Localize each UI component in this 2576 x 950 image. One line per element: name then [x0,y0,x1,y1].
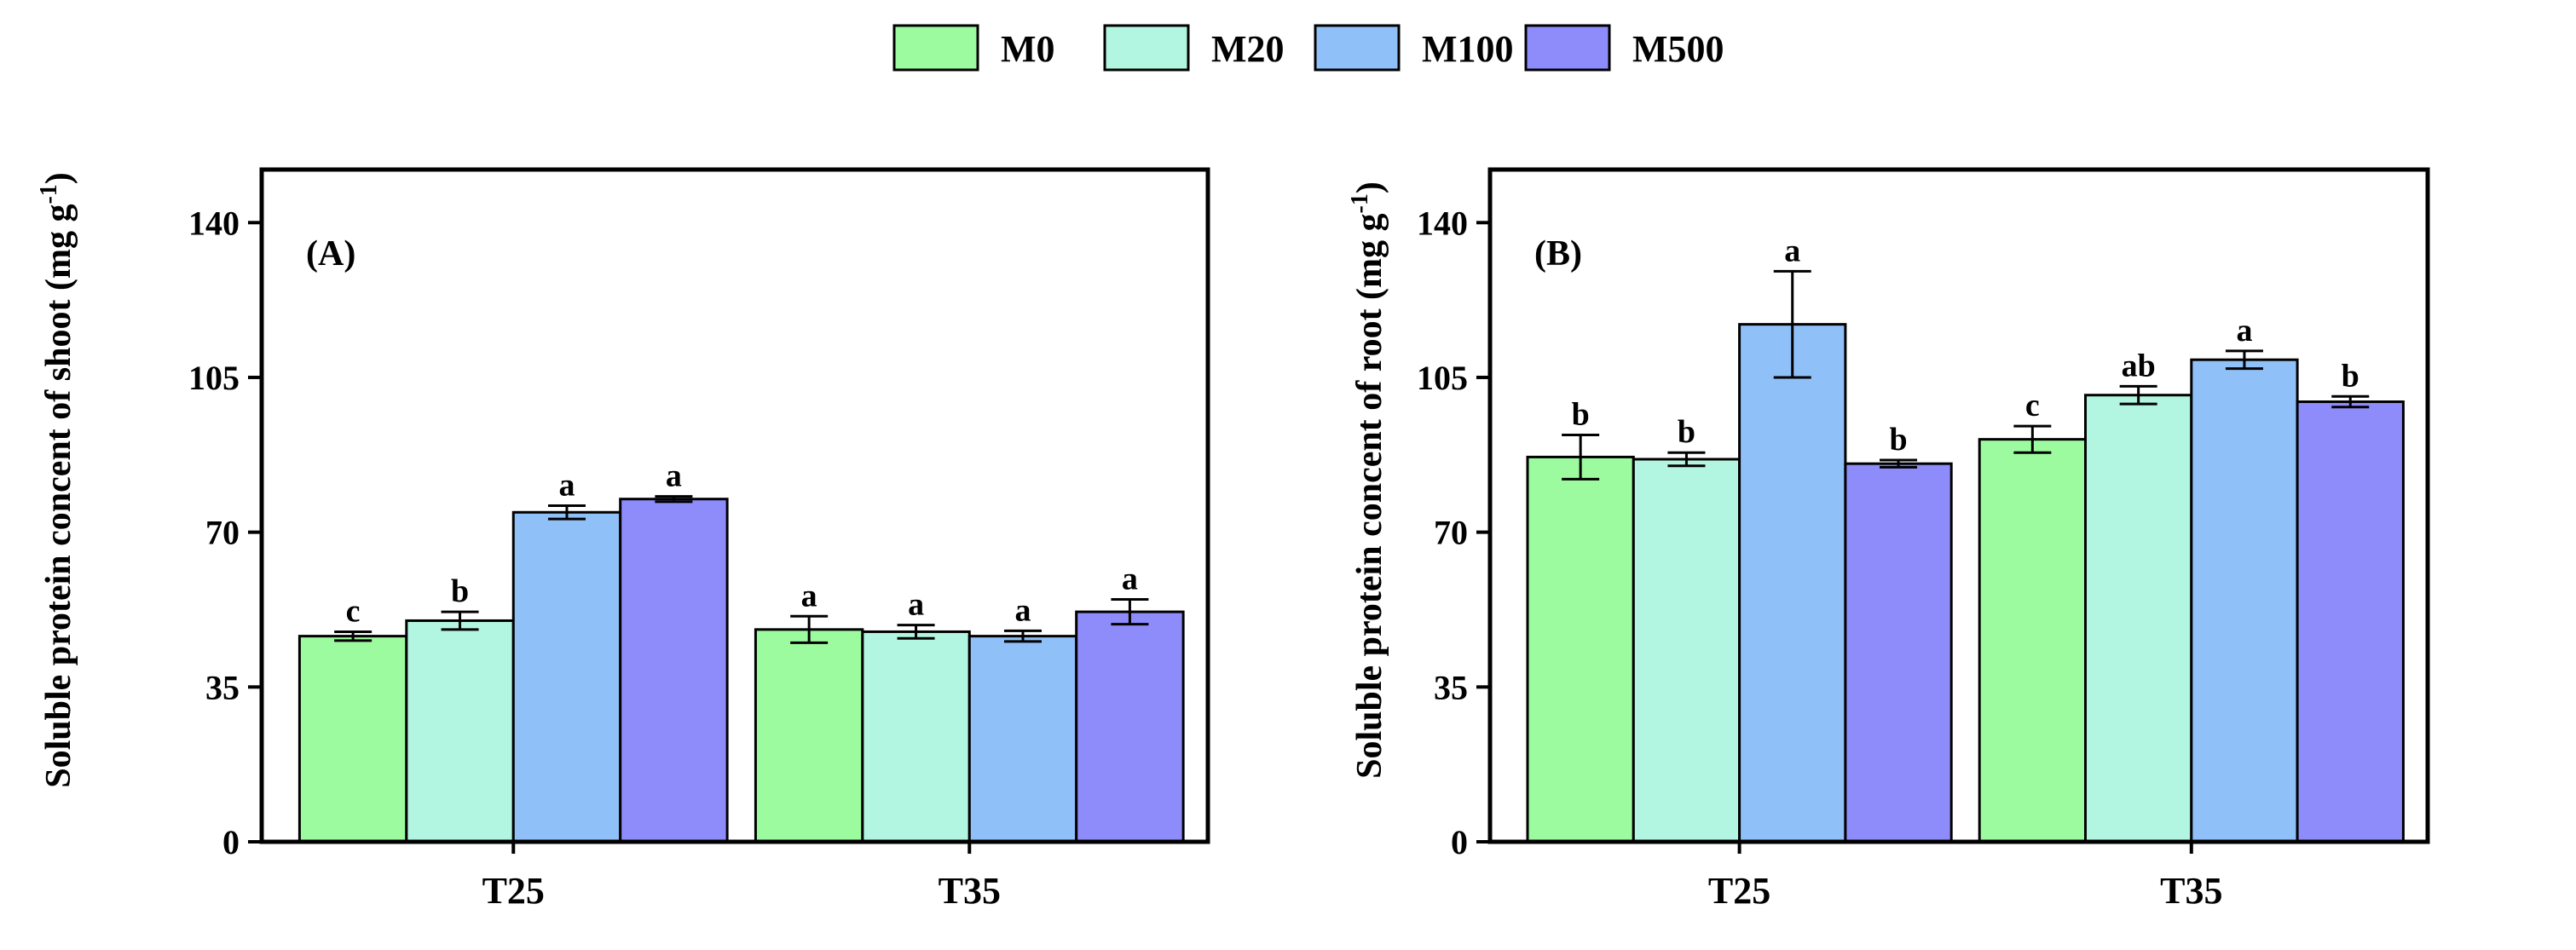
significance-label-t35-m100: a [2236,313,2252,348]
bar-t35-m500 [2296,400,2405,843]
x-tick-label-t35: T35 [2160,870,2222,912]
y-tick-label: 0 [222,823,240,861]
bar-t25-m500 [619,498,729,843]
bar-t35-m20 [2084,394,2193,843]
y-axis-title: Soluble protein concent of root (mg g-1) [1347,181,1389,779]
y-tick-label: 70 [1434,514,1468,552]
legend-swatch-m20 [1103,24,1190,72]
significance-label-t25-m20: b [1678,414,1695,450]
bar-t35-m0 [1978,438,2087,843]
bar-t35-m100 [967,635,1078,843]
significance-label-t25-m100: a [558,468,575,504]
legend: M0 M20 M100 M500 [892,24,1724,72]
bar-t35-m500 [1075,610,1185,843]
legend-label-m20: M20 [1211,28,1285,70]
bar-t25-m0 [297,635,408,843]
bar-t25-m20 [405,619,515,843]
significance-label-t35-m0: a [801,578,817,613]
panel-label: (B) [1534,234,1582,273]
bar-t25-m20 [1632,458,1741,843]
panel-a: c b a a T25 a a a a T35 0 35 70 105 140 (A) Soluble prot… [36,167,1210,912]
bar-t35-m20 [861,630,971,843]
legend-label-m100: M100 [1422,28,1514,70]
y-tick-label: 0 [1451,823,1468,861]
significance-label-t25-m0: c [346,593,361,629]
legend-label-m500: M500 [1632,28,1724,70]
x-tick-label-t35: T35 [939,870,1001,912]
y-axis-title: Soluble protein concent of shoot (mg g-1… [36,172,78,788]
y-tick-label: 105 [188,359,240,397]
bar-t35-m100 [2190,358,2299,843]
y-tick-label: 35 [1434,668,1468,706]
plot-frame [259,167,1210,844]
x-tick-label-t25: T25 [1708,870,1770,912]
legend-swatch-m100 [1314,24,1401,72]
legend-label-m0: M0 [1001,28,1055,70]
legend-swatch-m0 [892,24,979,72]
bar-t35-m0 [754,628,864,843]
bar-t25-m100 [1738,323,1847,843]
legend-swatch-m500 [1524,24,1611,72]
plot-frame [1487,167,2430,844]
significance-label-t35-m20: a [908,587,924,623]
x-tick-label-t25: T25 [482,870,545,912]
bar-t25-m500 [1844,462,1953,843]
significance-label-t25-m100: a [1784,233,1800,268]
significance-label-t25-m500: b [1889,422,1907,458]
significance-label-t35-m100: a [1014,592,1031,628]
y-tick-label: 70 [205,514,240,552]
y-tick-label: 105 [1417,359,1468,397]
significance-label-t35-m20: ab [2122,348,2156,383]
significance-label-t35-m500: b [2342,358,2359,394]
significance-label-t35-m0: c [2025,388,2040,423]
y-tick-label: 140 [1417,204,1468,242]
significance-label-t25-m500: a [666,458,682,494]
panel-label: (A) [306,234,355,273]
bar-t25-m0 [1526,455,1635,843]
y-tick-label: 140 [188,204,240,242]
bar-t25-m100 [511,510,622,843]
significance-label-t25-m0: b [1572,396,1590,432]
y-tick-label: 35 [205,668,240,706]
significance-label-t35-m500: a [1122,561,1138,597]
significance-label-t25-m20: b [451,573,469,609]
